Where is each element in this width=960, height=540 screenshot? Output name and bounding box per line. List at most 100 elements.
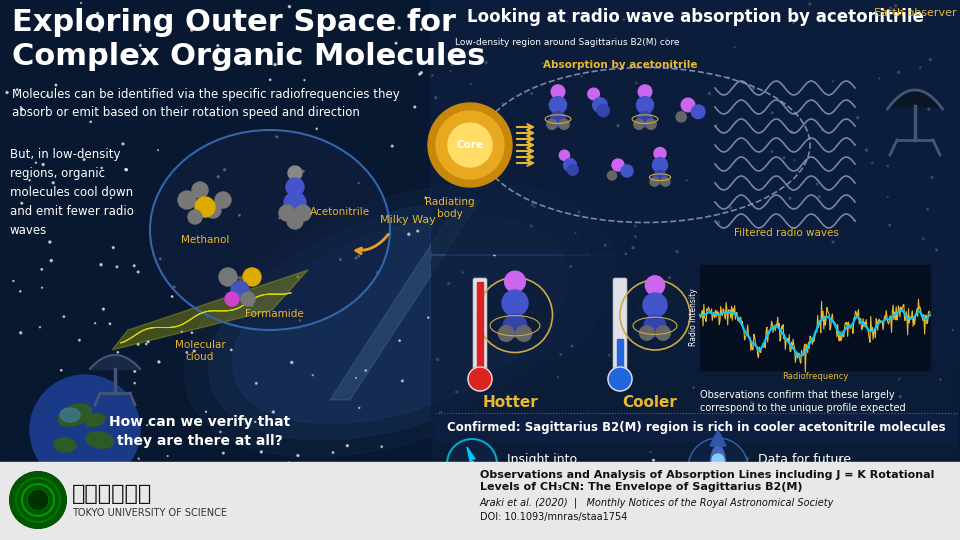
Point (892, 375, 907, 383)
Circle shape (188, 210, 202, 224)
Point (764, 109, 780, 117)
Point (462, 197, 477, 205)
Point (238, 60, 253, 69)
Circle shape (516, 326, 532, 341)
Point (414, 25, 429, 34)
Circle shape (612, 159, 624, 171)
Point (14, 105, 30, 113)
Point (79, 529, 94, 537)
Point (525, 308, 540, 316)
Ellipse shape (714, 491, 722, 505)
Polygon shape (112, 270, 308, 350)
Text: Radio intensity: Radio intensity (689, 288, 698, 346)
FancyBboxPatch shape (431, 256, 959, 459)
Point (348, 254, 364, 262)
Point (184, 328, 200, 337)
Point (298, 487, 313, 496)
Point (740, 534, 756, 540)
Ellipse shape (85, 414, 105, 427)
Circle shape (644, 315, 666, 336)
Point (825, 77, 840, 86)
Circle shape (643, 293, 667, 317)
Point (882, 221, 898, 230)
Point (571, 208, 587, 217)
Point (184, 26, 200, 35)
Point (611, 122, 626, 130)
Point (414, 69, 429, 77)
Point (127, 379, 142, 388)
Point (103, 320, 118, 328)
Point (792, 496, 807, 505)
Circle shape (653, 158, 667, 172)
Point (54, 366, 69, 375)
Point (77, 155, 92, 164)
Point (859, 535, 875, 540)
Point (560, 411, 575, 420)
Point (876, 346, 892, 355)
Bar (700, 265, 930, 370)
Point (865, 159, 880, 167)
Point (449, 388, 465, 396)
Circle shape (691, 105, 705, 119)
Text: Molecules can be identified via the specific radiofrequencies they
absorb or emi: Molecules can be identified via the spec… (12, 88, 399, 119)
Point (444, 60, 460, 69)
Point (616, 15, 632, 24)
Point (460, 455, 475, 464)
Point (924, 173, 940, 181)
Circle shape (551, 85, 564, 98)
Point (648, 151, 663, 160)
Circle shape (597, 104, 610, 117)
Point (550, 373, 565, 381)
Ellipse shape (60, 408, 80, 422)
Text: Radiating
body: Radiating body (425, 197, 475, 219)
Point (849, 339, 864, 347)
Point (762, 338, 778, 347)
Circle shape (712, 454, 724, 466)
Point (275, 501, 290, 510)
Point (478, 58, 493, 67)
Point (103, 194, 118, 202)
Point (164, 292, 180, 301)
Point (883, 4, 899, 12)
Point (351, 403, 367, 412)
Point (147, 59, 162, 68)
Text: DOI: 10.1093/mnras/staa1754: DOI: 10.1093/mnras/staa1754 (480, 512, 628, 522)
Point (132, 454, 147, 463)
Point (35, 284, 50, 292)
Point (527, 202, 542, 211)
Point (127, 367, 142, 376)
Point (628, 221, 643, 230)
Circle shape (505, 271, 525, 292)
Circle shape (645, 276, 664, 295)
Point (412, 481, 427, 489)
Point (602, 351, 617, 360)
Circle shape (564, 159, 576, 171)
Point (765, 425, 780, 434)
Point (262, 76, 277, 84)
Point (525, 533, 540, 540)
Point (371, 268, 386, 277)
Circle shape (661, 177, 670, 186)
Point (787, 156, 803, 165)
Circle shape (231, 281, 249, 299)
Point (630, 294, 645, 303)
Point (792, 514, 807, 522)
Point (174, 327, 189, 336)
Point (742, 278, 757, 287)
Point (213, 507, 228, 515)
Text: Data for future
outer space
explorations: Data for future outer space explorations (758, 453, 851, 502)
Point (891, 68, 906, 77)
Point (803, 0, 818, 8)
Polygon shape (726, 478, 734, 498)
Point (220, 20, 235, 29)
Point (33, 323, 48, 332)
Point (852, 473, 868, 482)
Point (210, 41, 226, 50)
Point (153, 254, 168, 263)
Point (87, 319, 103, 327)
Point (106, 244, 121, 252)
Circle shape (279, 205, 295, 221)
Text: Low-density region around Sagittarius B2(M) core: Low-density region around Sagittarius B2… (455, 38, 680, 47)
Point (487, 252, 502, 260)
Circle shape (428, 103, 512, 187)
